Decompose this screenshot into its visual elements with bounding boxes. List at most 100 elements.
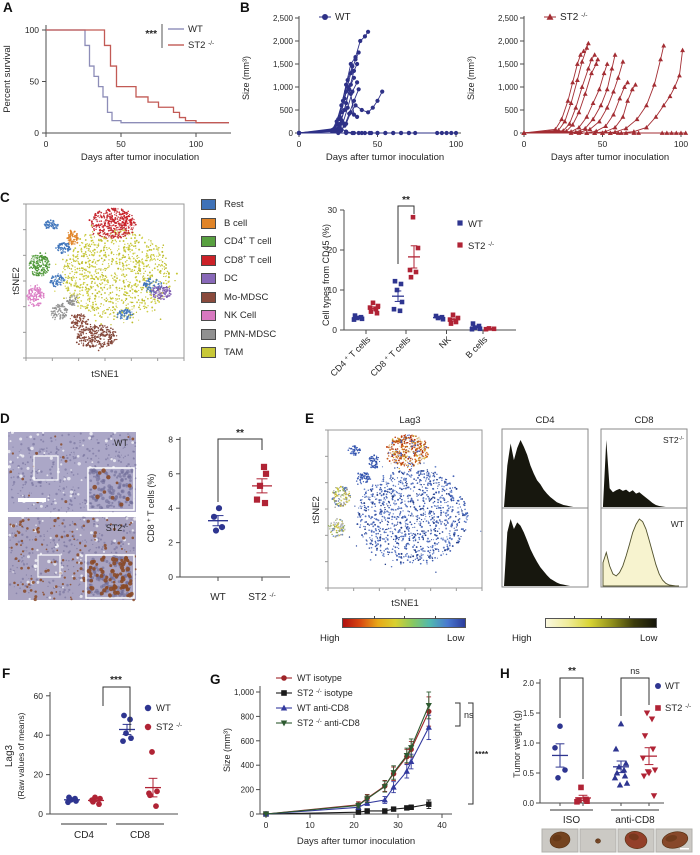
scale-tick	[434, 616, 436, 619]
scale-tick	[373, 616, 375, 619]
svg-text:Lag3: Lag3	[399, 415, 420, 426]
svg-text:Size (mm³): Size (mm³)	[466, 56, 476, 100]
svg-text:ST2 -/-: ST2 -/-	[560, 12, 588, 23]
svg-text:0: 0	[522, 139, 527, 149]
panel-b-st2-spider-chart: 0 500 1,000 1,500 2,000 2,500 0 50 100 ST2 -/- Day…	[466, 12, 688, 163]
legend-item-dc: DC	[201, 273, 276, 285]
svg-text:NK: NK	[437, 334, 453, 350]
lag3-colorscale	[342, 616, 466, 628]
svg-text:100: 100	[189, 139, 203, 149]
svg-text:WT: WT	[468, 219, 483, 230]
legend-swatch	[201, 291, 216, 303]
svg-text:tSNE2: tSNE2	[11, 267, 22, 294]
panel-label-c: C	[0, 190, 10, 205]
svg-text:2,000: 2,000	[273, 37, 294, 46]
svg-text:**: **	[402, 195, 410, 206]
svg-text:20: 20	[328, 245, 338, 255]
svg-text:WT: WT	[114, 438, 128, 448]
svg-text:4: 4	[168, 503, 173, 513]
svg-text:2,000: 2,000	[498, 37, 519, 46]
svg-text:0: 0	[332, 325, 337, 335]
panel-label-f: F	[2, 666, 11, 681]
panel-label-h: H	[500, 666, 510, 681]
svg-text:100: 100	[25, 25, 39, 35]
svg-text:ST2 -/-: ST2 -/-	[468, 241, 494, 252]
legend-item-tam: TAM	[201, 347, 276, 359]
svg-text:1,500: 1,500	[273, 60, 294, 69]
svg-text:8: 8	[168, 434, 173, 444]
scale2-low-label: Low	[640, 633, 658, 644]
legend-item-cd4: CD4+ T cell	[201, 236, 276, 248]
svg-text:50: 50	[598, 139, 608, 149]
scale-tick	[404, 616, 405, 619]
svg-text:CD8 + T cells: CD8 + T cells	[368, 334, 412, 378]
svg-text:6: 6	[168, 469, 173, 479]
svg-text:CD4 + T cells: CD4 + T cells	[328, 334, 372, 378]
legend-swatch	[201, 273, 216, 285]
legend-item-rest: Rest	[201, 199, 276, 211]
scale-tick	[628, 616, 630, 619]
panel-label-g: G	[210, 672, 221, 687]
legend-swatch	[201, 328, 216, 340]
svg-text:Cell types from CD45 (%): Cell types from CD45 (%)	[321, 224, 331, 326]
svg-text:ST2 -/-: ST2 -/-	[248, 592, 276, 603]
svg-text:0: 0	[44, 139, 49, 149]
legend-swatch	[201, 254, 216, 266]
legend-item-momdsc: Mo-MDSC	[201, 291, 276, 304]
svg-text:**: **	[236, 428, 244, 439]
svg-text:2,500: 2,500	[273, 14, 294, 23]
svg-text:100: 100	[674, 139, 688, 149]
panel-b-wt-spider-chart: 0 500 1,000 1,500 2,000 2,500 0 50 100 WT Days aft…	[241, 12, 463, 163]
legend-swatch	[201, 236, 216, 248]
svg-text:1,500: 1,500	[498, 60, 519, 69]
legend-item-bcell: B cell	[201, 217, 276, 230]
svg-text:0: 0	[289, 129, 294, 138]
svg-text:CD8 + T cells (%): CD8 + T cells (%)	[146, 474, 156, 543]
svg-text:0: 0	[514, 129, 519, 138]
scale-tick	[601, 616, 602, 619]
legend-swatch	[201, 199, 216, 211]
panel-a-survival-chart: 0 50 100 0 50 100 *** WT ST2 -/- Days after tumor…	[2, 24, 231, 163]
svg-text:0: 0	[168, 572, 173, 582]
panel-d-cd8-dotplot: 0 2 4 6 8 WT ST2 -/- ** CD8 + T cells (%)	[146, 428, 290, 603]
svg-text:10: 10	[328, 285, 338, 295]
svg-text:500: 500	[505, 106, 519, 115]
svg-text:Days after tumor inoculation: Days after tumor inoculation	[551, 152, 669, 163]
panel-label-a: A	[3, 0, 13, 15]
legend-item-nk: NK Cell	[201, 310, 276, 322]
svg-text:WT: WT	[335, 12, 351, 23]
legend-swatch	[201, 347, 216, 359]
svg-text:30: 30	[328, 205, 338, 215]
legend-item-cd8: CD8+ T cell	[201, 255, 276, 267]
svg-text:100: 100	[449, 139, 463, 149]
svg-text:0: 0	[297, 139, 302, 149]
svg-text:2,500: 2,500	[498, 14, 519, 23]
svg-text:500: 500	[280, 106, 294, 115]
histogram-colorscale	[545, 616, 657, 628]
panel-c-tsne-plot: tSNE1 tSNE2	[11, 203, 185, 380]
svg-text:Days after tumor inoculation: Days after tumor inoculation	[81, 152, 199, 163]
svg-text:B cells: B cells	[464, 334, 490, 360]
scale1-low-label: Low	[447, 633, 465, 644]
legend-swatch	[201, 310, 216, 322]
svg-text:Percent survival: Percent survival	[2, 45, 13, 113]
panel-d-ihc-image-st2: ST2-/-	[8, 516, 137, 602]
svg-text:tSNE1: tSNE1	[91, 369, 118, 380]
panel-label-d: D	[0, 411, 10, 426]
tsne-cluster-legend: Rest B cell CD4+ T cell CD8+ T cell DC M…	[201, 199, 276, 359]
panel-d-ihc-image-wt: WT	[7, 430, 137, 513]
svg-text:50: 50	[116, 139, 126, 149]
svg-text:Size (mm³): Size (mm³)	[241, 56, 251, 100]
legend-item-pmnmdsc: PMN-MDSC	[201, 328, 276, 341]
svg-text:ST2-/-: ST2-/-	[106, 523, 128, 533]
svg-text:1,000: 1,000	[498, 83, 519, 92]
svg-text:2: 2	[168, 538, 173, 548]
svg-text:50: 50	[373, 139, 383, 149]
